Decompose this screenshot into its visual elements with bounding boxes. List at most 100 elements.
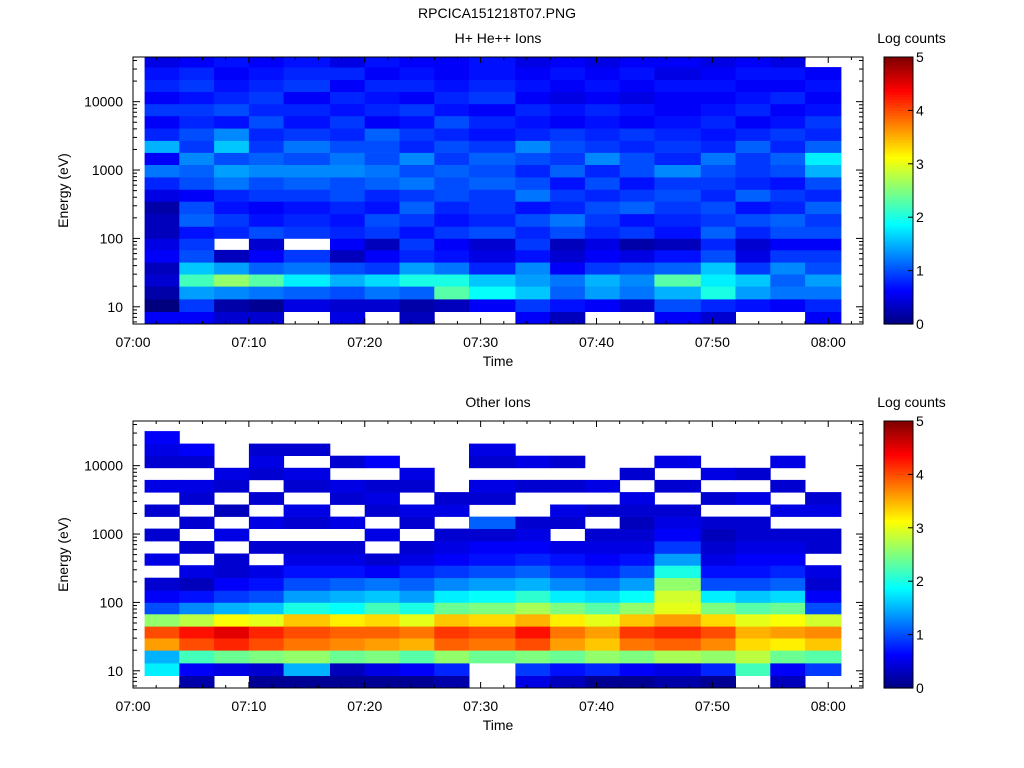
heatmap-cell xyxy=(434,590,470,603)
colorbar-tick-label: 4 xyxy=(916,102,924,118)
colorbar-segment xyxy=(884,153,913,157)
heatmap-cell xyxy=(584,650,621,664)
heatmap-cell xyxy=(770,238,806,251)
colorbar-segment xyxy=(884,289,913,293)
heatmap-cell xyxy=(700,590,736,603)
heatmap-cell xyxy=(179,57,215,68)
heatmap-cell xyxy=(550,140,586,153)
heatmap-cell xyxy=(330,663,366,676)
heatmap-cell xyxy=(469,516,516,529)
heatmap-cell xyxy=(619,164,655,178)
heatmap-cell xyxy=(434,67,470,80)
heatmap-cell xyxy=(700,213,736,227)
colorbar-segment xyxy=(884,445,913,449)
heatmap-cell xyxy=(330,613,366,627)
colorbar-segment xyxy=(884,559,913,564)
colorbar-segment xyxy=(884,318,913,322)
colorbar-segment xyxy=(884,107,913,111)
heatmap-cell xyxy=(654,455,702,469)
heatmap-cell xyxy=(179,541,215,554)
heatmap-cell xyxy=(654,201,702,215)
heatmap-cell xyxy=(434,201,470,215)
heatmap-cell xyxy=(469,626,516,639)
heatmap-cell xyxy=(515,152,551,165)
heatmap-cell xyxy=(654,541,702,554)
colorbar-segment xyxy=(884,91,913,95)
heatmap-cell xyxy=(283,590,331,603)
heatmap-cell xyxy=(179,140,215,153)
colorbar-segment xyxy=(884,578,913,582)
heatmap-cell xyxy=(550,57,586,68)
heatmap-cell xyxy=(144,286,180,300)
colorbar-segment xyxy=(884,621,913,625)
colorbar-segment xyxy=(884,145,913,149)
colorbar-segment xyxy=(884,498,913,502)
heatmap-cell xyxy=(770,565,806,579)
heatmap-cell xyxy=(619,213,655,227)
heatmap-cell xyxy=(469,213,516,227)
heatmap-cell xyxy=(330,541,366,554)
heatmap-cell xyxy=(735,516,771,529)
heatmap-cell xyxy=(700,249,736,263)
colorbar-segment xyxy=(884,291,913,296)
colorbar-segment xyxy=(884,73,913,77)
x-tick-label: 08:00 xyxy=(811,698,846,714)
heatmap-cell xyxy=(364,565,400,579)
colorbar-tick-label: 5 xyxy=(916,413,924,429)
heatmap-cell xyxy=(399,189,435,202)
heatmap-cell xyxy=(805,152,842,165)
colorbar-segment xyxy=(884,674,913,678)
heatmap-cell xyxy=(283,286,331,300)
heatmap-cell xyxy=(283,226,331,239)
heatmap-cell xyxy=(144,650,180,664)
heatmap-cell xyxy=(144,57,180,68)
heatmap-cell xyxy=(584,152,621,165)
heatmap-cell xyxy=(469,602,516,615)
heatmap-cell xyxy=(214,152,250,165)
heatmap-cell xyxy=(214,262,250,275)
heatmap-cell xyxy=(214,467,250,481)
heatmap-cell xyxy=(805,565,842,579)
heatmap-cell xyxy=(700,164,736,178)
heatmap-cell xyxy=(735,553,771,566)
heatmap-cell xyxy=(179,115,215,129)
heatmap-cell xyxy=(179,516,215,529)
colorbar-segment xyxy=(884,458,913,462)
heatmap-cell xyxy=(248,274,285,287)
heatmap-cell xyxy=(550,213,586,227)
heatmap-cell xyxy=(144,177,180,190)
heatmap-cell xyxy=(364,492,400,505)
heatmap-cell xyxy=(144,553,180,566)
heatmap-cell xyxy=(434,140,470,153)
heatmap-cell xyxy=(619,115,655,129)
heatmap-cell xyxy=(770,57,806,68)
heatmap-cell xyxy=(770,590,806,603)
heatmap-cell xyxy=(364,189,400,202)
heatmap-cell xyxy=(700,189,736,202)
y-axis-label: Energy (eV) xyxy=(55,517,71,592)
heatmap-cell xyxy=(364,577,400,591)
heatmap-cell xyxy=(179,479,215,493)
colorbar-segment xyxy=(884,102,913,106)
heatmap-cell xyxy=(700,274,736,287)
heatmap-cell xyxy=(584,213,621,227)
colorbar-segment xyxy=(884,639,913,644)
heatmap-cell xyxy=(399,140,435,153)
colorbar-segment xyxy=(884,423,913,427)
heatmap-cell xyxy=(515,553,551,566)
colorbar-segment xyxy=(884,455,913,459)
y-tick-label: 1000 xyxy=(92,526,123,542)
heatmap-cell xyxy=(214,299,250,312)
heatmap-cell xyxy=(805,492,842,505)
colorbar-segment xyxy=(884,618,913,622)
heatmap-cell xyxy=(805,213,842,227)
colorbar-tick-label: 5 xyxy=(916,49,924,65)
heatmap-cell xyxy=(434,164,470,178)
heatmap-cell xyxy=(399,516,435,529)
colorbar-segment xyxy=(884,121,913,125)
heatmap-cell xyxy=(770,79,806,92)
heatmap-cell xyxy=(735,249,771,263)
colorbar-segment xyxy=(884,679,913,684)
heatmap-cell xyxy=(770,286,806,300)
heatmap-cell xyxy=(248,213,285,227)
